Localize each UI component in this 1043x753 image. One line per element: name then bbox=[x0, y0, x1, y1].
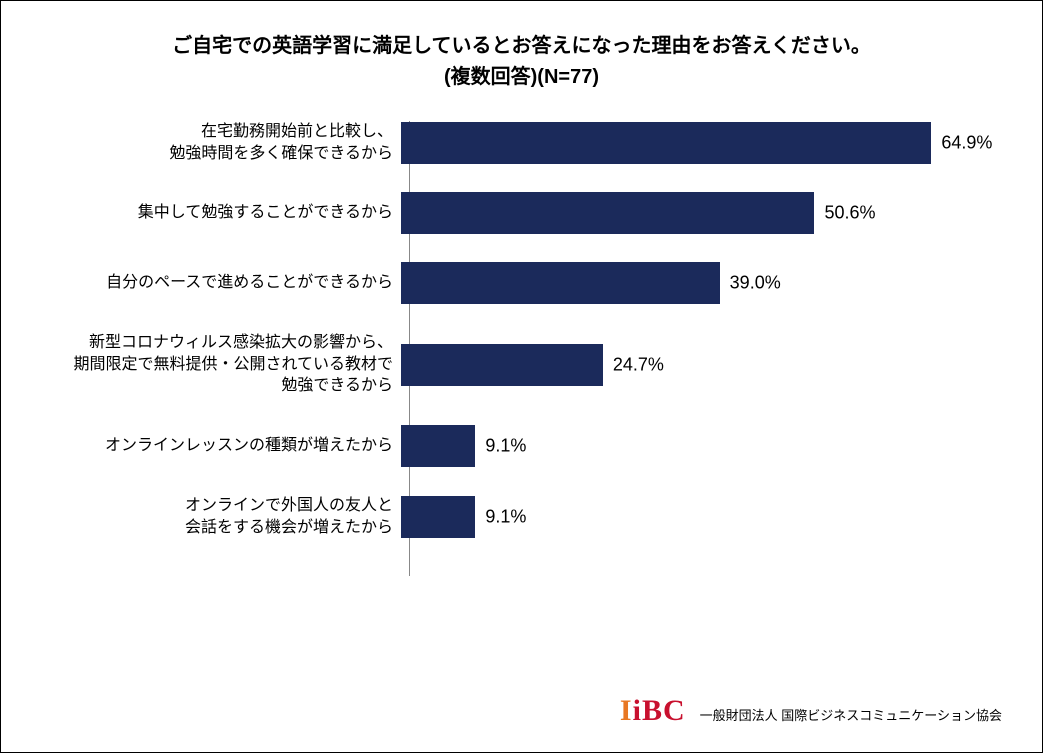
logo-letter-b: B bbox=[642, 694, 663, 727]
category-label: 自分のペースで進めることができるから bbox=[61, 272, 401, 294]
chart-row: 新型コロナウィルス感染拡大の影響から、 期間限定で無料提供・公開されている教材で… bbox=[61, 332, 981, 397]
chart-row: オンラインレッスンの種類が増えたから 9.1% bbox=[61, 425, 981, 467]
category-label: 在宅勤務開始前と比較し、 勉強時間を多く確保できるから bbox=[61, 121, 401, 164]
value-label: 39.0% bbox=[730, 273, 781, 294]
value-label: 50.6% bbox=[824, 203, 875, 224]
logo-letter-i2: i bbox=[633, 694, 642, 727]
category-label: オンラインレッスンの種類が増えたから bbox=[61, 435, 401, 457]
bar-track: 39.0% bbox=[401, 262, 981, 304]
bar-track: 64.9% bbox=[401, 122, 981, 164]
chart-row: 在宅勤務開始前と比較し、 勉強時間を多く確保できるから64.9% bbox=[61, 121, 981, 164]
value-label: 64.9% bbox=[941, 132, 992, 153]
bar bbox=[401, 425, 475, 467]
chart-row: 自分のペースで進めることができるから 39.0% bbox=[61, 262, 981, 304]
bar bbox=[401, 262, 720, 304]
chart-title-line2: (複数回答)(N=77) bbox=[1, 60, 1042, 89]
footer: IiBC 一般財団法人 国際ビジネスコミュニケーション協会 bbox=[620, 694, 1002, 728]
chart-row: オンラインで外国人の友人と 会話をする機会が増えたから 9.1% bbox=[61, 495, 981, 538]
bar-track: 24.7% bbox=[401, 344, 981, 386]
bar-chart: 在宅勤務開始前と比較し、 勉強時間を多く確保できるから64.9% 集中して勉強する… bbox=[61, 121, 981, 566]
value-label: 9.1% bbox=[485, 435, 526, 456]
value-label: 9.1% bbox=[485, 506, 526, 527]
org-name: 一般財団法人 国際ビジネスコミュニケーション協会 bbox=[700, 705, 1002, 724]
bar-track: 9.1% bbox=[401, 496, 981, 538]
logo-letter-i1: I bbox=[620, 694, 633, 727]
chart-row: 集中して勉強することができるから 50.6% bbox=[61, 192, 981, 234]
bar bbox=[401, 122, 931, 164]
category-label: 新型コロナウィルス感染拡大の影響から、 期間限定で無料提供・公開されている教材で… bbox=[61, 332, 401, 397]
bar bbox=[401, 496, 475, 538]
chart-title: ご自宅での英語学習に満足しているとお答えになった理由をお答えください。 (複数回… bbox=[1, 1, 1042, 89]
chart-title-line1: ご自宅での英語学習に満足しているとお答えになった理由をお答えください。 bbox=[1, 29, 1042, 58]
bar-track: 9.1% bbox=[401, 425, 981, 467]
logo-letter-c: C bbox=[663, 694, 686, 727]
category-label: 集中して勉強することができるから bbox=[61, 202, 401, 224]
iibc-logo: IiBC bbox=[620, 694, 686, 728]
bar bbox=[401, 192, 814, 234]
value-label: 24.7% bbox=[613, 354, 664, 375]
category-label: オンラインで外国人の友人と 会話をする機会が増えたから bbox=[61, 495, 401, 538]
bar-track: 50.6% bbox=[401, 192, 981, 234]
bar bbox=[401, 344, 603, 386]
